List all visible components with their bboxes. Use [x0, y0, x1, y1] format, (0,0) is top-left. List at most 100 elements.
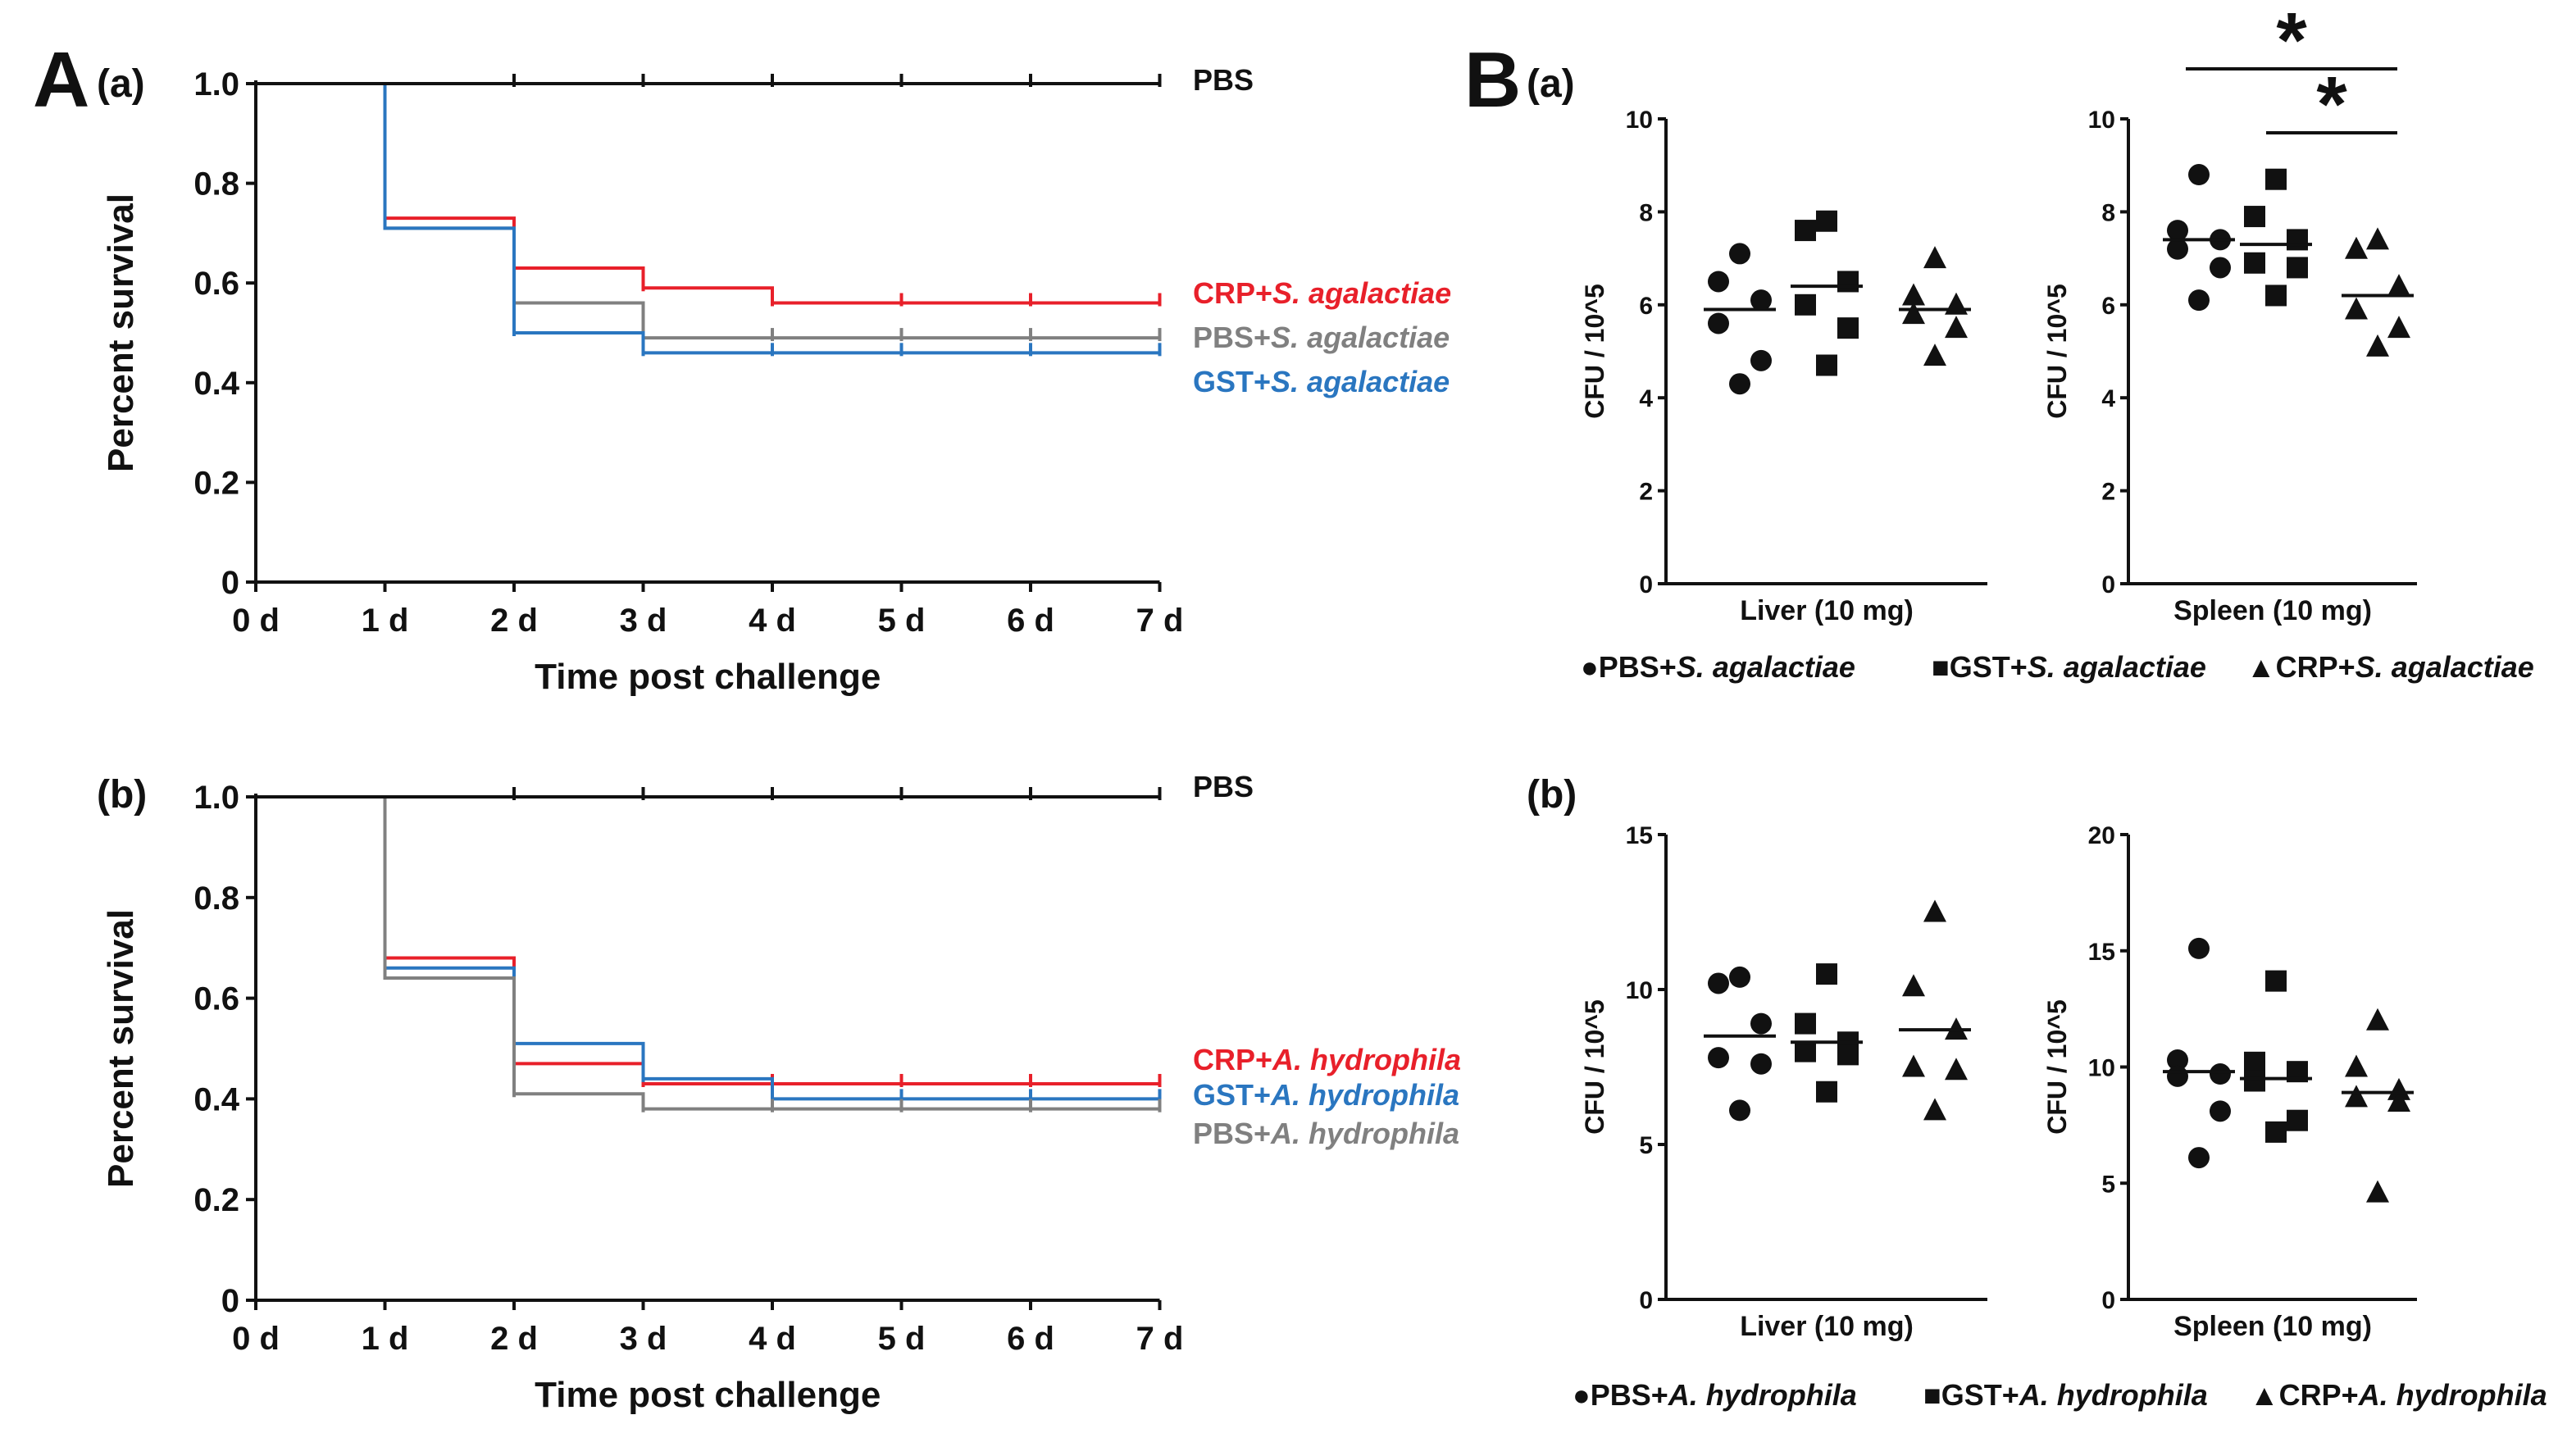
x-tick-label: 4 d: [749, 603, 796, 639]
y-tick-label: 0: [221, 565, 239, 601]
y-axis-title: Percent survival: [101, 193, 141, 472]
y-axis-title: CFU / 10^5: [1580, 999, 1609, 1135]
panel-letter-a: A: [33, 36, 89, 124]
significance-star: *: [2276, 0, 2307, 84]
data-point-triangle: [2345, 297, 2368, 320]
data-point-triangle: [1945, 1058, 1968, 1081]
y-tick-label: 0.8: [193, 880, 239, 917]
survival-line-gst: [256, 82, 1160, 355]
data-point-square: [2265, 970, 2287, 992]
data-point-square: [2244, 252, 2265, 274]
legend-item: ■GST+A. hydrophila: [1923, 1378, 2208, 1412]
significance-star: *: [2316, 61, 2347, 148]
y-tick-label: 0.4: [193, 1081, 239, 1117]
data-point-square: [1816, 1081, 1837, 1103]
data-point-triangle: [2387, 316, 2410, 339]
x-axis-title: Liver (10 mg): [1740, 595, 1914, 626]
y-tick-label: 1.0: [193, 66, 239, 102]
y-tick-label: 10: [2088, 1055, 2115, 1082]
data-point-triangle: [1902, 1054, 1925, 1077]
data-point-triangle: [1945, 292, 1968, 315]
y-tick-label: 4: [2101, 385, 2115, 412]
x-tick-label: 6 d: [1007, 1321, 1054, 1357]
survival-line-crp: [256, 82, 1160, 305]
data-point-circle: [1708, 312, 1729, 334]
data-point-square: [1837, 271, 1859, 293]
y-tick-label: 0: [221, 1283, 239, 1319]
data-point-circle: [1750, 289, 1772, 312]
data-point-triangle: [2366, 1180, 2389, 1203]
data-point-square: [2287, 257, 2308, 279]
data-point-circle: [1708, 271, 1729, 293]
data-point-triangle: [2345, 1085, 2368, 1108]
series-label: PBS+A. hydrophila: [1193, 1117, 1459, 1150]
series-label: CRP+S. agalactiae: [1193, 276, 1451, 310]
data-point-circle: [2188, 289, 2210, 312]
x-tick-label: 6 d: [1007, 603, 1054, 639]
x-axis-title: Liver (10 mg): [1740, 1311, 1914, 1342]
y-tick-label: 5: [2101, 1171, 2115, 1198]
data-point-circle: [1708, 1047, 1729, 1069]
data-point-circle: [2167, 220, 2188, 242]
survival-line-crp: [256, 795, 1160, 1085]
data-point-circle: [2167, 238, 2188, 260]
data-point-square: [2244, 206, 2265, 228]
cfu-chart-a-spleen: 0 2 4 6 8 10 Spleen (10 mg) CFU / 10^5 **: [2042, 0, 2417, 626]
data-point-circle: [1729, 966, 1750, 988]
x-axis-title: Spleen (10 mg): [2173, 595, 2372, 626]
data-point-circle: [1729, 373, 1750, 395]
data-point-circle: [2210, 1100, 2231, 1122]
data-point-triangle: [2366, 1008, 2389, 1031]
y-tick-label: 0: [2101, 1287, 2115, 1314]
data-point-circle: [1750, 1012, 1772, 1035]
data-point-square: [2265, 1121, 2287, 1143]
y-axis-title: Percent survival: [101, 909, 141, 1188]
data-point-square: [2265, 284, 2287, 307]
y-tick-label: 20: [2088, 822, 2115, 849]
y-axis-title: CFU / 10^5: [2042, 999, 2072, 1135]
data-point-triangle: [2387, 1090, 2410, 1112]
cfu-chart-b-spleen: 0 5 10 15 20 Spleen (10 mg) CFU / 10^5: [2042, 822, 2417, 1342]
data-point-square: [1795, 293, 1816, 316]
data-point-triangle: [2366, 227, 2389, 250]
data-point-circle: [2188, 937, 2210, 959]
x-tick-label: 1 d: [362, 1321, 409, 1357]
y-tick-label: 0.4: [193, 366, 239, 402]
data-point-triangle: [1945, 316, 1968, 339]
survival-line-gst: [256, 795, 1160, 1101]
legend-item: ▲CRP+A. hydrophila: [2250, 1378, 2547, 1412]
panel-b-sub-b: (b): [1527, 773, 1577, 817]
y-tick-label: 10: [1626, 107, 1653, 134]
legend-item: ●PBS+A. hydrophila: [1573, 1378, 1857, 1412]
data-point-square: [1795, 1012, 1816, 1035]
x-tick-label: 3 d: [620, 1321, 667, 1357]
data-point-circle: [1750, 349, 1772, 371]
y-tick-label: 2: [1639, 479, 1653, 506]
y-tick-label: 6: [1639, 293, 1653, 320]
y-tick-label: 8: [2101, 199, 2115, 226]
data-point-triangle: [2387, 274, 2410, 297]
data-point-circle: [1708, 972, 1729, 994]
legend-item: ■GST+S. agalactiae: [1932, 650, 2206, 684]
series-label: PBS: [1193, 770, 1254, 803]
y-tick-label: 5: [1639, 1132, 1653, 1159]
data-point-square: [2244, 1051, 2265, 1073]
data-point-triangle: [1923, 246, 1946, 269]
legend-item: ▲CRP+S. agalactiae: [2246, 650, 2534, 684]
data-point-circle: [2167, 1049, 2188, 1071]
data-point-triangle: [2345, 236, 2368, 259]
legend-top: ●PBS+S. agalactiae ■GST+S. agalactiae ▲CRP…: [1581, 650, 2534, 684]
x-tick-label: 3 d: [620, 603, 667, 639]
data-point-square: [2287, 1109, 2308, 1131]
cfu-chart-b-liver: 0 5 10 15 Liver (10 mg) CFU / 10^5: [1580, 822, 1987, 1342]
legend-bottom: ●PBS+A. hydrophila ■GST+A. hydrophila ▲CRP…: [1573, 1378, 2547, 1412]
data-point-square: [1795, 1040, 1816, 1062]
data-point-triangle: [1923, 344, 1946, 366]
data-point-square: [1837, 1044, 1859, 1066]
data-point-triangle: [1923, 899, 1946, 922]
y-tick-label: 6: [2101, 293, 2115, 320]
x-tick-label: 5 d: [878, 603, 926, 639]
panel-a-sub-a: (a): [97, 62, 145, 106]
panel-a-sub-b: (b): [97, 773, 147, 817]
data-point-square: [1837, 317, 1859, 339]
